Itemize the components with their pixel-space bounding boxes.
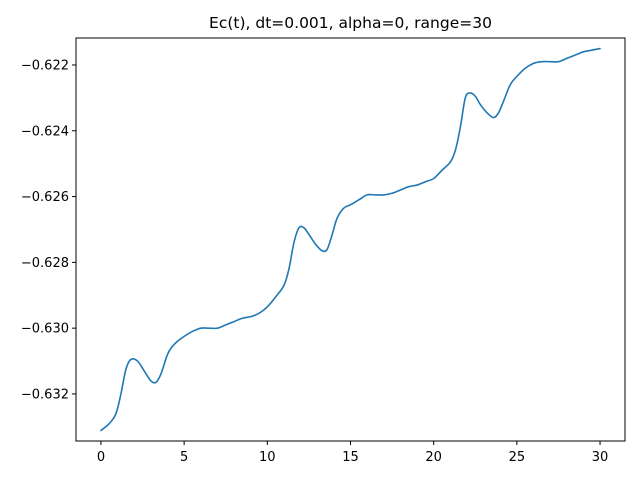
series-line-ec xyxy=(100,47,601,432)
x-axis: 0 5 10 15 20 25 30 xyxy=(97,441,609,465)
y-tick-label: −0.632 xyxy=(21,387,69,402)
chart-title: Ec(t), dt=0.001, alpha=0, range=30 xyxy=(209,14,492,32)
y-axis: −0.632 −0.630 −0.628 −0.626 −0.624 −0.622 xyxy=(21,58,76,402)
x-tick-label: 10 xyxy=(259,450,276,465)
series-layer xyxy=(100,47,601,432)
y-tick-label: −0.630 xyxy=(21,322,69,337)
x-tick-label: 15 xyxy=(342,450,359,465)
plot-frame xyxy=(75,37,626,442)
y-tick-label: −0.626 xyxy=(21,190,69,205)
y-tick-label: −0.624 xyxy=(21,124,69,139)
y-tick-label: −0.628 xyxy=(21,256,69,271)
x-tick-label: 5 xyxy=(180,450,188,465)
x-tick-label: 20 xyxy=(425,450,442,465)
y-tick-label: −0.622 xyxy=(21,58,69,73)
x-tick-label: 0 xyxy=(97,450,105,465)
x-tick-label: 30 xyxy=(592,450,609,465)
x-tick-label: 25 xyxy=(509,450,526,465)
